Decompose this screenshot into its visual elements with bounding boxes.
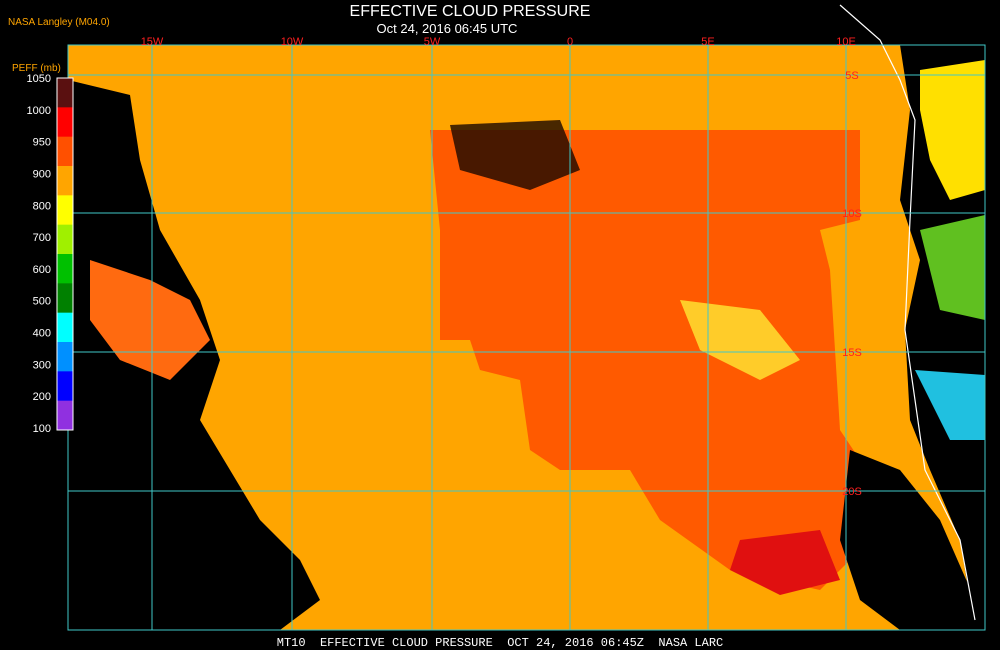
colorbar-tick-label: 950 (33, 137, 51, 149)
colorbar-frame (56, 77, 74, 431)
longitude-label: 10E (836, 36, 856, 48)
colorbar-tick-label: 400 (33, 328, 51, 340)
latitude-label: 10S (842, 208, 862, 220)
high-cloud (730, 530, 840, 595)
coastline (839, 4, 976, 621)
colorbar-segment (57, 195, 73, 226)
title: EFFECTIVE CLOUD PRESSURE (350, 3, 591, 20)
imagery (68, 4, 985, 630)
colorbar-segment (57, 78, 73, 108)
colorbar-tick-label: 300 (33, 359, 51, 371)
colorbar-segment (57, 166, 73, 196)
colorbar-tick-label: 1000 (27, 105, 51, 117)
longitude-label: 15W (141, 36, 164, 48)
land-cloud (915, 370, 985, 440)
latitude-label: 5S (845, 70, 858, 82)
colorbar-tick-label: 1050 (27, 73, 51, 85)
broken-cloud (450, 120, 580, 190)
colorbar-segment (57, 224, 73, 255)
colorbar-segment (57, 254, 73, 284)
colorbar-segment (57, 400, 73, 431)
colorbar-tick-label: 500 (33, 296, 51, 308)
colorbar-tick-label: 100 (33, 423, 51, 435)
colorbar-segment (57, 342, 73, 372)
colorbar-tick-label: 800 (33, 200, 51, 212)
subtitle: Oct 24, 2016 06:45 UTC (377, 21, 518, 36)
colorbar-segment (57, 283, 73, 314)
colorbar-segment (57, 136, 73, 167)
longitude-label: 5E (701, 36, 714, 48)
land-cloud (920, 215, 985, 320)
longitude-label: 10W (281, 36, 304, 48)
longitude-label: 0 (567, 36, 573, 48)
longitude-label: 5W (424, 36, 441, 48)
latitude-label: 15S (842, 347, 862, 359)
colorbar-tick-label: 600 (33, 264, 51, 276)
colorbar-tick-label: 200 (33, 391, 51, 403)
clear-sky-coast (840, 450, 975, 630)
colorbar-tick-label: 900 (33, 168, 51, 180)
colorbar-segment (57, 312, 73, 343)
footer: MT10 EFFECTIVE CLOUD PRESSURE OCT 24, 20… (277, 636, 723, 650)
low-pressure-region (430, 130, 860, 590)
colorbar-segment (57, 371, 73, 402)
colorbar-label: PEFF (mb) (12, 63, 61, 74)
dynamic: 1050 1000 950 900 800 700 600 500 400 300 200 100 15… (27, 36, 862, 498)
mid-cloud (680, 300, 800, 380)
colorbar-tick-label: 700 (33, 232, 51, 244)
source: NASA Langley (M04.0) (8, 17, 110, 28)
land-cloud (920, 60, 985, 200)
cloud-patch (90, 260, 210, 380)
colorbar-segment (57, 107, 73, 138)
latitude-label: 20S (842, 486, 862, 498)
